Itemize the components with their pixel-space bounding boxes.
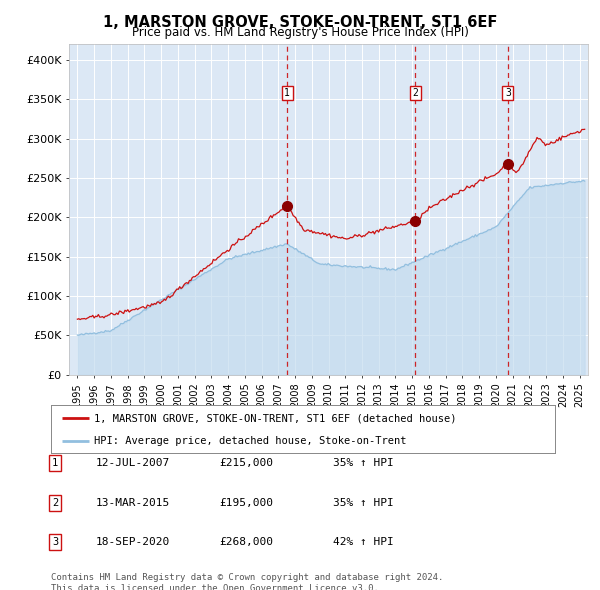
- Text: 12-JUL-2007: 12-JUL-2007: [96, 458, 170, 468]
- Text: 13-MAR-2015: 13-MAR-2015: [96, 498, 170, 507]
- Text: £195,000: £195,000: [219, 498, 273, 507]
- Text: 42% ↑ HPI: 42% ↑ HPI: [333, 537, 394, 547]
- Text: 1, MARSTON GROVE, STOKE-ON-TRENT, ST1 6EF (detached house): 1, MARSTON GROVE, STOKE-ON-TRENT, ST1 6E…: [94, 413, 457, 423]
- Text: HPI: Average price, detached house, Stoke-on-Trent: HPI: Average price, detached house, Stok…: [94, 436, 406, 446]
- Text: 35% ↑ HPI: 35% ↑ HPI: [333, 498, 394, 507]
- Text: 2: 2: [52, 498, 58, 507]
- Text: 35% ↑ HPI: 35% ↑ HPI: [333, 458, 394, 468]
- Text: Price paid vs. HM Land Registry's House Price Index (HPI): Price paid vs. HM Land Registry's House …: [131, 26, 469, 39]
- Text: £268,000: £268,000: [219, 537, 273, 547]
- Text: £215,000: £215,000: [219, 458, 273, 468]
- Text: 3: 3: [505, 88, 511, 98]
- Text: 1, MARSTON GROVE, STOKE-ON-TRENT, ST1 6EF: 1, MARSTON GROVE, STOKE-ON-TRENT, ST1 6E…: [103, 15, 497, 30]
- Text: 3: 3: [52, 537, 58, 547]
- Text: 18-SEP-2020: 18-SEP-2020: [96, 537, 170, 547]
- Text: 1: 1: [284, 88, 290, 98]
- Text: 1: 1: [52, 458, 58, 468]
- Text: 2: 2: [412, 88, 418, 98]
- Text: Contains HM Land Registry data © Crown copyright and database right 2024.
This d: Contains HM Land Registry data © Crown c…: [51, 573, 443, 590]
